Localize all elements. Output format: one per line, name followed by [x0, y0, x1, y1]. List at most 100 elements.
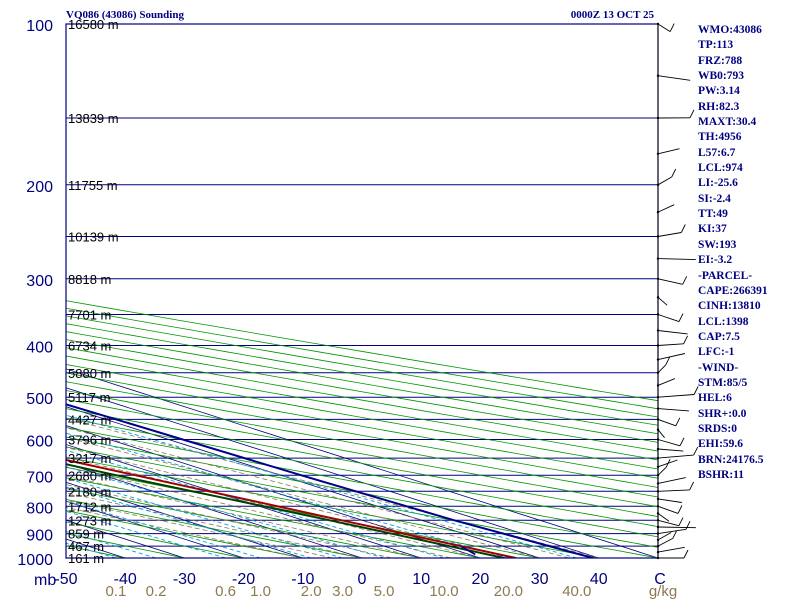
height-label: 5880 m	[68, 366, 111, 381]
mixing-ratio-line	[66, 486, 312, 558]
wind-barb	[656, 109, 695, 120]
mixing-ratio-line	[66, 466, 385, 558]
wind-barb	[656, 530, 678, 548]
height-label: 161 m	[68, 551, 104, 566]
dry-adiabat	[66, 323, 658, 426]
isotherm-line	[0, 24, 7, 558]
dry-adiabat	[66, 331, 658, 435]
pressure-label-200: 200	[26, 179, 53, 196]
pressure-label-400: 400	[26, 340, 53, 357]
index-item: LFC:-1	[698, 346, 735, 359]
mixing-ratio-label: 1.0	[250, 583, 271, 600]
index-item: LI:-25.6	[698, 177, 738, 190]
wind-barb	[656, 481, 695, 493]
temperature-tick-label: -50	[54, 571, 77, 588]
height-label: 4427 m	[68, 412, 111, 427]
wind-barb	[656, 407, 689, 412]
wind-barb	[656, 446, 699, 460]
wind-barb	[656, 459, 671, 477]
stability-indices-list: WMO:43086 TP:113 FRZ:788 WB0:793 PW:3.14 RH:8…	[698, 23, 768, 483]
height-label: 2180 m	[68, 484, 111, 499]
wind-barb	[656, 329, 688, 335]
temperature-unit-label: C	[654, 571, 666, 588]
height-label: 13839 m	[68, 111, 119, 126]
dry-adiabat	[66, 355, 658, 461]
dry-adiabat	[66, 417, 658, 528]
moist-adiabat	[66, 437, 540, 558]
mixing-ratio-label: 2.0	[301, 583, 322, 600]
moist-adiabat	[66, 499, 333, 558]
chart-series	[66, 403, 594, 558]
wind-barb	[656, 532, 672, 542]
height-label: 1273 m	[68, 513, 111, 528]
dry-adiabat	[66, 399, 658, 508]
temperature-tick-label: 20	[472, 571, 490, 588]
wind-barb	[656, 447, 684, 452]
mixing-ratio-line	[66, 510, 226, 558]
index-item: SHR+:0.0	[698, 407, 747, 420]
height-label: 859 m	[68, 527, 104, 542]
index-item: FRZ:788	[698, 54, 743, 67]
moist-adiabat	[66, 446, 511, 558]
index-item: SRDS:0	[698, 422, 737, 435]
dry-adiabat	[66, 364, 658, 470]
dry-adiabat	[66, 510, 303, 558]
pressure-label-900: 900	[26, 528, 53, 545]
mixing-ratio-line	[66, 477, 343, 558]
index-item: CINH:13810	[698, 300, 761, 313]
isotherm-line	[66, 406, 540, 558]
mixing-ratio-unit-label: g/kg	[649, 583, 677, 600]
wind-barb	[656, 74, 691, 81]
dry-adiabat	[66, 390, 658, 498]
moist-adiabat	[66, 475, 422, 558]
index-item: LCL:1398	[698, 315, 749, 328]
dry-adiabat	[66, 427, 658, 538]
dry-adiabat	[66, 381, 658, 488]
index-item: WMO:43086	[698, 24, 762, 36]
wind-barb	[656, 313, 684, 323]
temperature-tick-label: -40	[114, 571, 137, 588]
moist-adiabat	[66, 492, 363, 558]
index-item: HEL:6	[698, 392, 732, 405]
wind-barb	[656, 459, 678, 468]
pressure-label-600: 600	[26, 434, 53, 451]
series-parcel	[66, 403, 594, 558]
wind-barb	[656, 378, 676, 387]
wind-barb	[656, 477, 686, 485]
surface-arrow	[460, 545, 476, 556]
index-item: TH:4956	[698, 131, 742, 144]
dry-adiabat	[66, 477, 481, 558]
index-item: CAPE:266391	[698, 284, 768, 297]
wind-barb	[656, 549, 689, 560]
temperature-tick-label: -30	[173, 571, 196, 588]
index-item: TT:49	[698, 208, 728, 221]
temperature-tick-label: -10	[291, 571, 314, 588]
index-item: WB0:793	[698, 70, 744, 83]
index-item: PW:3.14	[698, 85, 740, 98]
mixing-ratio-label: 40.0	[562, 583, 591, 600]
pressure-unit-label: mb	[34, 572, 56, 589]
wind-barb	[656, 517, 684, 527]
index-item: CAP:7.5	[698, 330, 740, 343]
height-label: 7701 m	[68, 308, 111, 323]
temperature-tick-label: 30	[531, 571, 549, 588]
pressure-label-1000: 1000	[17, 552, 53, 569]
temperature-tick-label: 40	[590, 571, 608, 588]
mixing-ratio-line	[66, 449, 445, 558]
pressure-label-700: 700	[26, 469, 53, 486]
isotherm-line	[66, 368, 658, 558]
moist-adiabat	[66, 484, 392, 558]
wind-barb	[656, 224, 686, 238]
mixing-ratio-label: 0.6	[215, 583, 236, 600]
wind-barb	[656, 22, 675, 32]
index-item: KI:37	[698, 223, 727, 236]
wind-barb	[656, 428, 665, 438]
mixing-ratio-label: 0.2	[146, 583, 167, 600]
dry-adiabat	[66, 372, 658, 479]
mixing-ratio-label: 5.0	[374, 583, 395, 600]
wind-barb	[656, 168, 677, 186]
index-item: SW:193	[698, 238, 737, 251]
wind-barb	[656, 386, 699, 399]
